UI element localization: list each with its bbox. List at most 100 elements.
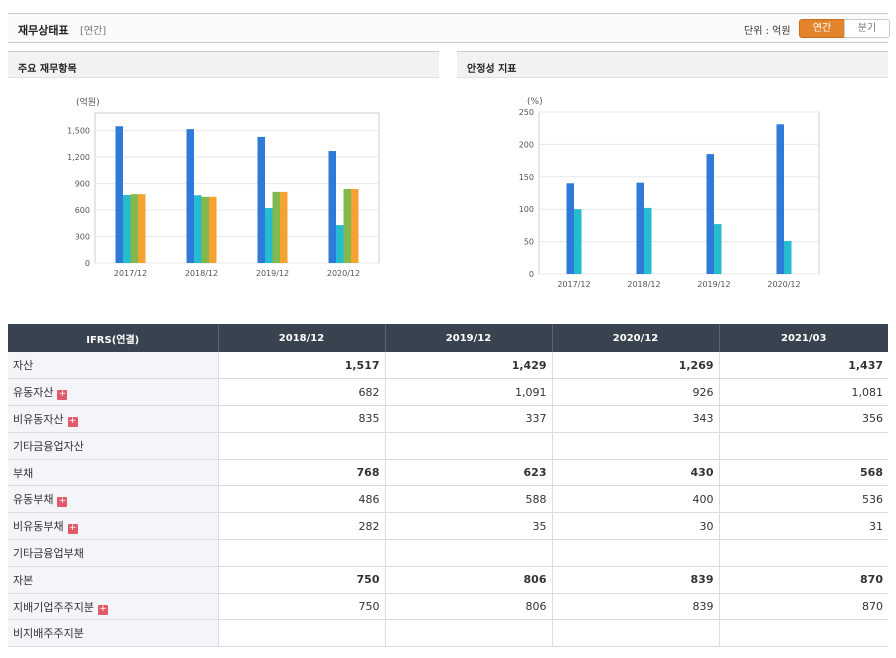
table-row: 기타금융업부채 bbox=[8, 539, 888, 567]
row-label-cell[interactable]: 비유동자산 + bbox=[8, 405, 218, 433]
value-cell: 282 bbox=[217, 512, 385, 541]
y-tick-label: 300 bbox=[75, 233, 90, 242]
value-cell: 1,517 bbox=[217, 352, 385, 380]
bar bbox=[636, 182, 644, 274]
row-label-cell: 자산 bbox=[8, 352, 218, 380]
value-cell bbox=[718, 539, 888, 567]
row-label-cell: 부채 bbox=[8, 459, 218, 487]
table-row: 부채 768 623 430 568 bbox=[8, 459, 888, 487]
bar bbox=[115, 126, 123, 263]
bar bbox=[644, 207, 652, 274]
bar bbox=[194, 195, 202, 263]
value-cell: 31 bbox=[718, 512, 888, 541]
bar bbox=[336, 225, 344, 263]
unit-label: 단위 : 억원 bbox=[744, 26, 791, 37]
value-cell bbox=[217, 539, 385, 567]
value-cell: 337 bbox=[384, 405, 552, 433]
row-label: 자본 bbox=[13, 573, 34, 587]
value-cell: 568 bbox=[718, 459, 888, 487]
value-cell: 870 bbox=[718, 566, 888, 594]
expand-plus-icon[interactable]: + bbox=[97, 603, 108, 615]
table-header-row: IFRS(연결) 2018/12 2019/12 2020/12 2021/03 bbox=[8, 324, 888, 352]
value-cell: 30 bbox=[551, 512, 719, 541]
stability-panel: 안정성 지표 (%) 0 50 100 150 200 250 2017/12 2018/12 2… bbox=[457, 51, 888, 321]
row-label: 유동부채 bbox=[13, 493, 54, 507]
value-cell: 1,429 bbox=[384, 352, 552, 380]
value-cell: 750 bbox=[217, 593, 385, 621]
table-row: 지배기업주주지분 +750 806 839 870 bbox=[8, 593, 888, 621]
row-label: 기타금융업자산 bbox=[13, 439, 84, 453]
x-tick-label: 2018/12 bbox=[185, 269, 218, 278]
y-tick-label: 1,200 bbox=[67, 153, 90, 162]
y-tick-label: 1,500 bbox=[67, 127, 90, 136]
bar bbox=[280, 191, 288, 263]
row-label: 비유동자산 bbox=[13, 412, 64, 426]
y-tick-label: 0 bbox=[85, 259, 90, 268]
value-cell: 806 bbox=[384, 566, 552, 594]
x-tick-label: 2017/12 bbox=[557, 280, 590, 289]
row-label: 비지배주주지분 bbox=[13, 627, 84, 641]
row-label-cell[interactable]: 비유동부채 + bbox=[8, 512, 218, 541]
value-cell bbox=[551, 619, 719, 648]
expand-plus-icon[interactable]: + bbox=[57, 496, 68, 508]
bar bbox=[265, 208, 273, 263]
value-cell bbox=[217, 619, 385, 648]
row-label-cell: 기타금융업부채 bbox=[8, 539, 218, 567]
period-subtitle: [연간] bbox=[80, 26, 107, 37]
table-header-cell: 2021/03 bbox=[718, 324, 888, 352]
value-cell: 35 bbox=[384, 512, 552, 541]
value-cell bbox=[384, 432, 552, 460]
page-title: 재무상태표 bbox=[18, 24, 69, 37]
value-cell: 1,269 bbox=[551, 352, 719, 380]
y-tick-label: 0 bbox=[529, 270, 534, 279]
value-cell: 870 bbox=[718, 593, 888, 621]
table-row: 비유동부채 +282 35 30 31 bbox=[8, 512, 888, 541]
x-tick-label: 2020/12 bbox=[767, 280, 800, 289]
table-header-cell: 2018/12 bbox=[217, 324, 385, 352]
bar bbox=[343, 188, 351, 263]
value-cell: 1,081 bbox=[718, 378, 888, 407]
value-cell: 1,091 bbox=[384, 378, 552, 407]
axis-unit-label: (%) bbox=[527, 97, 543, 107]
table-row: 유동부채 +486 588 400 536 bbox=[8, 485, 888, 514]
row-label: 유동자산 bbox=[13, 386, 54, 400]
expand-plus-icon[interactable]: + bbox=[67, 523, 78, 535]
bar bbox=[272, 191, 280, 263]
row-label: 기타금융업부채 bbox=[13, 546, 84, 560]
value-cell bbox=[384, 539, 552, 567]
x-tick-label: 2018/12 bbox=[627, 280, 660, 289]
annual-tab-button[interactable]: 연간 bbox=[799, 19, 845, 38]
bar bbox=[714, 224, 722, 274]
expand-plus-icon[interactable]: + bbox=[67, 415, 78, 427]
value-cell: 536 bbox=[718, 485, 888, 514]
table-row: 자본 750 806 839 870 bbox=[8, 566, 888, 594]
value-cell: 486 bbox=[217, 485, 385, 514]
value-cell: 768 bbox=[217, 459, 385, 487]
row-label-cell[interactable]: 유동자산 + bbox=[8, 378, 218, 407]
value-cell bbox=[551, 539, 719, 567]
bar bbox=[209, 196, 217, 263]
main-items-chart: (억원) 0 300 600 900 1,200 1,500 2017/12 2018/12 20… bbox=[67, 96, 380, 278]
x-tick-label: 2020/12 bbox=[327, 269, 360, 278]
stability-title: 안정성 지표 bbox=[457, 51, 888, 78]
financial-table: IFRS(연결) 2018/12 2019/12 2020/12 2021/03… bbox=[8, 324, 888, 648]
value-cell bbox=[551, 432, 719, 460]
bar bbox=[138, 194, 146, 263]
quarter-tab-button[interactable]: 분기 bbox=[844, 19, 890, 38]
plot-area bbox=[538, 111, 820, 275]
value-cell: 623 bbox=[384, 459, 552, 487]
x-tick-label: 2019/12 bbox=[697, 280, 730, 289]
value-cell: 343 bbox=[551, 405, 719, 433]
x-tick-label: 2017/12 bbox=[114, 269, 147, 278]
value-cell: 806 bbox=[384, 593, 552, 621]
row-label-cell[interactable]: 유동부채 + bbox=[8, 485, 218, 514]
expand-plus-icon[interactable]: + bbox=[57, 389, 68, 401]
row-label-cell: 비지배주주지분 bbox=[8, 619, 218, 648]
axis-unit-label: (억원) bbox=[76, 96, 100, 108]
row-label-cell[interactable]: 지배기업주주지분 + bbox=[8, 593, 218, 621]
bar bbox=[130, 194, 138, 263]
row-label: 비유동부채 bbox=[13, 520, 64, 534]
value-cell: 588 bbox=[384, 485, 552, 514]
table-header-cell: 2019/12 bbox=[384, 324, 552, 352]
table-row: 기타금융업자산 bbox=[8, 432, 888, 460]
